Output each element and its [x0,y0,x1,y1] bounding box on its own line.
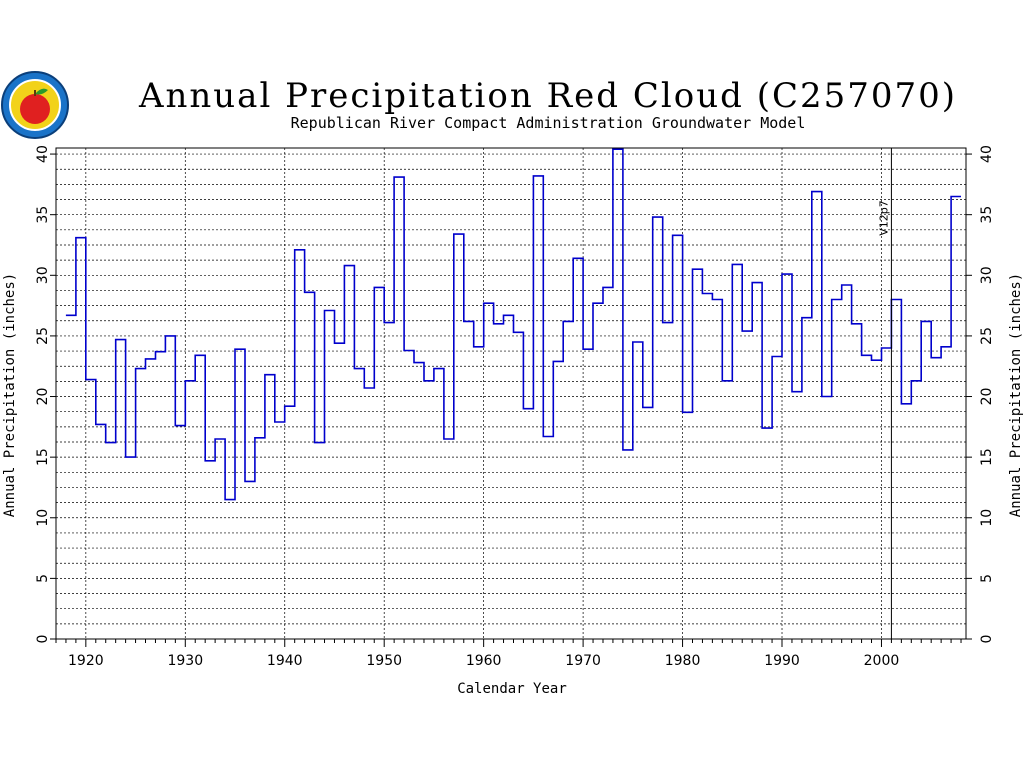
x-tick-label: 1990 [764,653,800,669]
grid-lines [56,148,966,640]
y-tick-label-left: 30 [35,266,51,284]
y-tick-label-right: 20 [979,388,995,406]
y-tick-label-left: 15 [35,448,51,466]
annotation-label: V12p7 [877,200,890,236]
axis-ticks: 1920 1930 1940 1950 1960 1970 1980 1990 2000 0 0 5 5… [35,145,995,669]
y-tick-label-left: 20 [35,388,51,406]
y-tick-label-right: 15 [979,448,995,466]
y-tick-label-left: 40 [35,145,51,163]
y-tick-label-left: 35 [35,206,51,224]
y-tick-label-right: 5 [979,574,995,583]
y-tick-label-right: 0 [979,635,995,644]
y-tick-label-right: 40 [979,145,995,163]
y-tick-label-right: 25 [979,327,995,345]
x-tick-label: 1950 [366,653,402,669]
x-tick-label: 2000 [864,653,900,669]
x-tick-label: 1930 [167,653,203,669]
y-tick-label-right: 35 [979,206,995,224]
y-tick-label-right: 30 [979,266,995,284]
y-tick-label-left: 25 [35,327,51,345]
y-axis-label-right: Annual Precipitation (inches) [1008,273,1024,517]
x-tick-label: 1940 [267,653,303,669]
y-tick-label-left: 0 [35,635,51,644]
y-tick-label-left: 10 [35,509,51,527]
chart-title: Annual Precipitation Red Cloud (C257070) [138,76,957,116]
series-line [65,148,961,501]
x-tick-label: 1980 [665,653,701,669]
x-tick-label: 1920 [68,653,104,669]
y-axis-label-left: Annual Precipitation (inches) [2,273,18,517]
chart-subtitle: Republican River Compact Administration … [291,114,806,132]
plot-frame [55,147,967,640]
agency-seal-logo [1,71,69,139]
y-tick-label-left: 5 [35,574,51,583]
x-tick-label: 1960 [466,653,502,669]
x-tick-label: 1970 [565,653,601,669]
x-axis-label: Calendar Year [457,681,567,697]
y-tick-label-right: 10 [979,509,995,527]
